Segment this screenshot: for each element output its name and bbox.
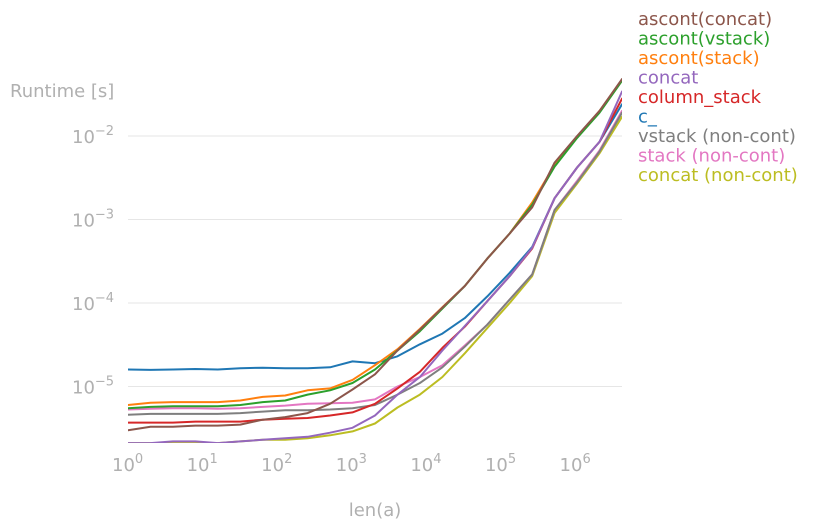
legend: ascont(concat)ascont(vstack)ascont(stack… <box>638 9 798 186</box>
y-tick-label: 10−4 <box>72 291 114 315</box>
legend-entry: stack (non-cont) <box>638 146 785 167</box>
series-line-ascont-vstack- <box>128 79 622 410</box>
series-line-ascont-concat- <box>128 78 622 432</box>
y-tick-label: 10−2 <box>72 124 114 148</box>
legend-entry: concat <box>638 68 698 89</box>
x-tick-label: 101 <box>187 452 218 476</box>
x-tick-label: 100 <box>112 452 143 476</box>
series-line-c- <box>128 103 622 371</box>
legend-entry: ascont(vstack) <box>638 29 770 50</box>
series-line-concat-non-cont- <box>128 115 622 443</box>
legend-entry: c_ <box>638 107 658 128</box>
legend-entry: ascont(stack) <box>638 48 760 69</box>
x-tick-label: 103 <box>336 452 367 476</box>
x-axis-label: len(a) <box>349 500 402 521</box>
legend-entry: concat (non-cont) <box>638 165 798 186</box>
x-tick-labels: 100 101 102 103 104 105 106 <box>112 452 591 476</box>
x-tick-label: 105 <box>485 452 516 476</box>
y-tick-label: 10−3 <box>72 208 114 232</box>
x-tick-label: 104 <box>410 452 441 476</box>
series-line-concat <box>128 90 622 443</box>
y-gridlines <box>128 135 622 387</box>
y-tick-labels: 10−5 10−4 10−3 10−2 <box>72 124 114 399</box>
legend-entry: ascont(concat) <box>638 9 772 30</box>
y-axis-label: Runtime [s] <box>10 81 114 102</box>
x-tick-label: 106 <box>560 452 591 476</box>
series-lines <box>128 78 622 443</box>
series-line-ascont-stack- <box>128 78 622 406</box>
legend-entry: column_stack <box>638 87 762 108</box>
series-line-vstack-non-cont- <box>128 111 622 416</box>
x-tick-label: 102 <box>261 452 292 476</box>
legend-entry: vstack (non-cont) <box>638 126 796 147</box>
y-tick-label: 10−5 <box>72 375 114 399</box>
